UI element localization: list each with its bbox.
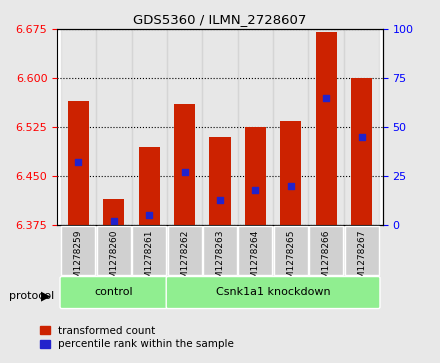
FancyBboxPatch shape [60,277,168,309]
FancyBboxPatch shape [309,226,343,275]
Bar [68,101,89,225]
Bar [273,29,308,225]
Bar [344,29,379,225]
Bar [96,29,132,225]
Text: GSM1278259: GSM1278259 [74,229,83,290]
Bar [209,137,231,225]
FancyBboxPatch shape [166,277,380,309]
FancyBboxPatch shape [62,226,95,275]
Bar [174,104,195,225]
FancyBboxPatch shape [132,226,166,275]
Text: ▶: ▶ [41,289,51,302]
Text: GSM1278262: GSM1278262 [180,229,189,290]
FancyBboxPatch shape [168,226,202,275]
Text: GSM1278260: GSM1278260 [109,229,118,290]
Text: GSM1278263: GSM1278263 [216,229,224,290]
Bar [280,121,301,225]
FancyBboxPatch shape [345,226,378,275]
Bar [103,199,125,225]
Bar [245,127,266,225]
Legend: transformed count, percentile rank within the sample: transformed count, percentile rank withi… [40,326,234,349]
Point [146,212,153,218]
Point [181,169,188,175]
Bar [61,29,96,225]
Point [216,197,224,203]
Bar [139,147,160,225]
Text: GSM1278266: GSM1278266 [322,229,331,290]
Bar [202,29,238,225]
Point [287,183,294,189]
FancyBboxPatch shape [238,226,272,275]
FancyBboxPatch shape [203,226,237,275]
Bar [132,29,167,225]
Bar [351,78,372,225]
Point [358,134,365,140]
Text: GSM1278264: GSM1278264 [251,229,260,290]
Point [252,187,259,193]
Bar [238,29,273,225]
FancyBboxPatch shape [97,226,131,275]
Title: GDS5360 / ILMN_2728607: GDS5360 / ILMN_2728607 [133,13,307,26]
Text: Csnk1a1 knockdown: Csnk1a1 knockdown [216,286,330,297]
Point [75,159,82,165]
Text: GSM1278267: GSM1278267 [357,229,366,290]
Text: GSM1278261: GSM1278261 [145,229,154,290]
FancyBboxPatch shape [274,226,308,275]
Text: control: control [95,286,133,297]
Bar [167,29,202,225]
Text: GSM1278265: GSM1278265 [286,229,295,290]
Bar [308,29,344,225]
Point [323,95,330,101]
Text: protocol: protocol [9,291,54,301]
Bar [315,32,337,225]
Point [110,218,117,224]
